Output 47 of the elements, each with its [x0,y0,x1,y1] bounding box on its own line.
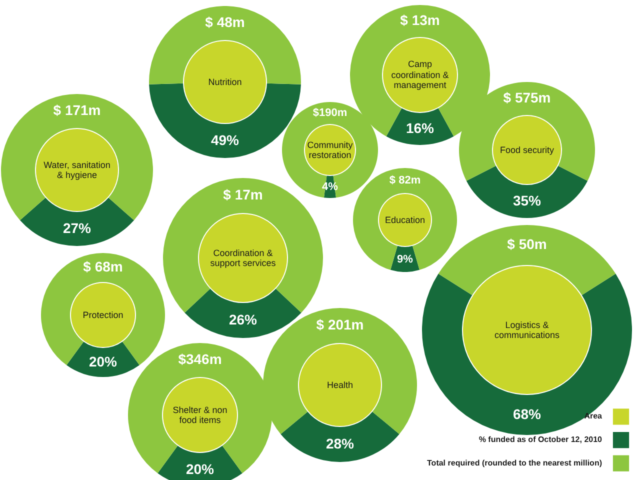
text: $ 17m [223,186,263,202]
data-label: 26% [228,312,258,328]
text: Nutrition [207,76,243,89]
text: $ 575m [503,90,551,106]
data-label: 35% [512,192,542,208]
text: Protection [82,308,124,322]
text: $ 13m [400,12,440,28]
donut-slice [438,225,616,296]
text: Food security [498,144,556,157]
text: $ 50m [507,236,547,252]
donut-slice [280,412,400,462]
text: $ 48m [205,14,245,30]
data-label: 20% [186,461,215,477]
donut-slice [386,108,454,145]
donut-slice [184,288,302,338]
text: $ 82m [389,174,421,186]
data-label: 28% [326,436,355,452]
text: $346m [178,351,222,367]
data-label: 27% [62,220,92,236]
data-label: 68% [512,406,542,422]
donut-slice [163,178,323,313]
category-label: Total required (rounded to the nearest million) [427,458,602,468]
category-label: % funded as of October 12, 2010 [478,435,603,444]
donut-slice [41,253,165,366]
donut-slice [466,166,588,218]
text: $ 171m [53,102,101,118]
data-label: 4% [322,181,338,193]
text: Health [326,378,354,392]
donut-slice [353,168,457,270]
text: $190m [312,107,348,119]
donut-slice [1,94,153,220]
text: Logistics & communications [493,318,561,342]
category-label: Area [584,412,603,421]
data-label: 20% [88,354,118,370]
data-label: 16% [406,120,435,136]
text: $ 68m [83,258,123,274]
donut-slice [66,342,140,377]
donut-slice [149,6,301,84]
donut-slice [20,198,134,246]
data-label: 9% [397,254,414,266]
text: Camp coordination & management [390,58,450,92]
donut-slice [422,274,632,435]
text: Coordination & support services [209,246,277,270]
text: Water, sanitation & hygiene [42,158,112,182]
text: Shelter & non food items [172,404,228,427]
data-label: 49% [210,132,240,148]
text: $ 201m [316,316,364,332]
